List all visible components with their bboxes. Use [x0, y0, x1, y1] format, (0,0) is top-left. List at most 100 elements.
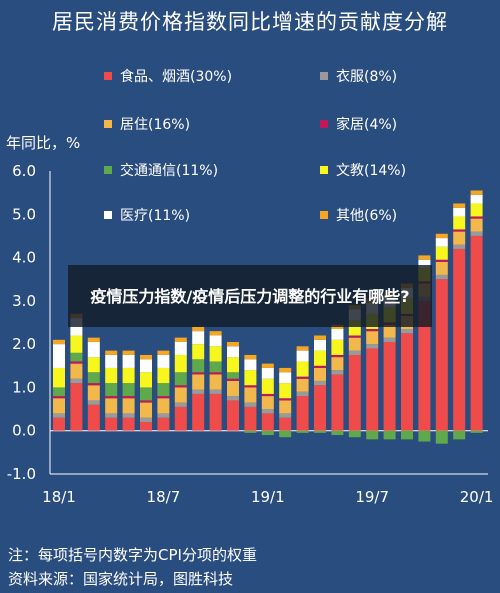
bar-segment: [435, 238, 448, 247]
bar-segment: [314, 430, 326, 433]
bar-segment: [122, 413, 135, 418]
bar-segment: [209, 374, 222, 390]
bar-segment: [105, 383, 118, 397]
bar-segment: [227, 357, 239, 373]
bar-segment: [105, 396, 118, 399]
bar-segment: [435, 274, 448, 280]
bar-segment: [244, 359, 257, 371]
bar-segment: [366, 344, 379, 349]
legend-swatch: [320, 166, 328, 174]
legend-label: 文教(14%): [336, 163, 407, 179]
bar-segment: [227, 341, 239, 347]
bar-segment: [470, 203, 483, 217]
bar-segment: [174, 372, 187, 386]
bar-segment: [140, 359, 152, 373]
bar-segment: [70, 363, 83, 379]
bar-segment: [87, 400, 100, 405]
bar-segment: [261, 413, 274, 431]
bar-segment: [70, 361, 83, 364]
bar-segment: [157, 396, 170, 399]
bar-segment: [140, 402, 152, 418]
overlay-banner[interactable]: 疫情压力指数/疫情后压力调整的行业有哪些?: [68, 265, 432, 327]
legend-label: 食品、烟酒(30%): [120, 69, 233, 85]
legend-swatch: [104, 166, 112, 174]
bar-segment: [296, 361, 309, 377]
bar-segment: [157, 367, 170, 384]
bar-segment: [192, 331, 205, 345]
bar-segment: [401, 328, 413, 334]
bar-segment: [453, 229, 466, 232]
bar-segment: [227, 372, 239, 379]
x-tick-label: 20/1: [460, 488, 494, 506]
bar-segment: [314, 339, 326, 351]
bar-segment: [53, 339, 65, 345]
legend-label: 其他(6%): [336, 208, 398, 224]
bar-segment: [122, 354, 135, 368]
bar-segment: [122, 383, 135, 397]
bar-segment: [174, 337, 187, 342]
bar-segment: [87, 357, 100, 373]
bar-segment: [331, 357, 344, 371]
bar-segment: [314, 335, 326, 340]
bar-segment: [87, 404, 100, 431]
bar-segment: [331, 430, 344, 436]
bar-segment: [331, 339, 344, 355]
bar-segment: [209, 393, 222, 431]
bar-segment: [279, 417, 292, 431]
legend-item: 居住(16%): [104, 114, 190, 134]
bar-segment: [366, 328, 379, 332]
bar-segment: [122, 396, 135, 399]
bar-segment: [470, 235, 483, 431]
bar-segment: [53, 367, 65, 388]
bar-segment: [383, 324, 396, 338]
bar-segment: [435, 246, 448, 260]
bar-segment: [418, 255, 431, 260]
bar-segment: [122, 398, 135, 414]
x-tick-label: 19/7: [355, 488, 389, 506]
bar-segment: [174, 402, 187, 407]
bar-segment: [209, 389, 222, 394]
bar-segment: [314, 350, 326, 366]
bar-segment: [470, 190, 483, 195]
bar-segment: [192, 326, 205, 332]
bar-segment: [314, 380, 326, 386]
bar-segment: [157, 383, 170, 397]
bar-segment: [192, 393, 205, 431]
bar-segment: [192, 389, 205, 394]
bar-segment: [470, 194, 483, 204]
bar-segment: [140, 387, 152, 401]
bar-segment: [53, 344, 65, 368]
bar-segment: [122, 350, 135, 355]
bar-segment: [157, 417, 170, 431]
bar-segment: [348, 337, 361, 351]
bar-segment: [261, 363, 274, 368]
bar-segment: [418, 300, 431, 431]
y-tick-label: -1.0: [7, 465, 36, 483]
source-note: 资料来源：国家统计局，图胜科技: [8, 570, 234, 588]
bar-segment: [192, 374, 205, 390]
bar-segment: [227, 380, 239, 397]
bar-segment: [366, 430, 379, 440]
bar-segment: [174, 406, 187, 431]
legend-swatch: [104, 120, 112, 128]
bar-segment: [435, 233, 448, 239]
bar-segment: [401, 333, 413, 431]
bar-segment: [348, 430, 361, 438]
bar-segment: [244, 370, 257, 386]
legend-label: 交通通信(11%): [120, 163, 219, 179]
bar-segment: [331, 328, 344, 340]
bar-segment: [87, 385, 100, 401]
bar-segment: [296, 391, 309, 397]
legend-item: 食品、烟酒(30%): [104, 66, 232, 86]
bar-segment: [244, 430, 257, 433]
bar-segment: [105, 367, 118, 384]
legend-label: 居住(16%): [120, 117, 191, 133]
bar-segment: [174, 387, 187, 403]
bar-segment: [418, 430, 431, 442]
bar-segment: [105, 350, 118, 355]
bar-segment: [383, 430, 396, 440]
bar-segment: [192, 359, 205, 373]
legend-item: 文教(14%): [320, 160, 406, 180]
legend-swatch: [104, 211, 112, 219]
bar-segment: [227, 396, 239, 401]
